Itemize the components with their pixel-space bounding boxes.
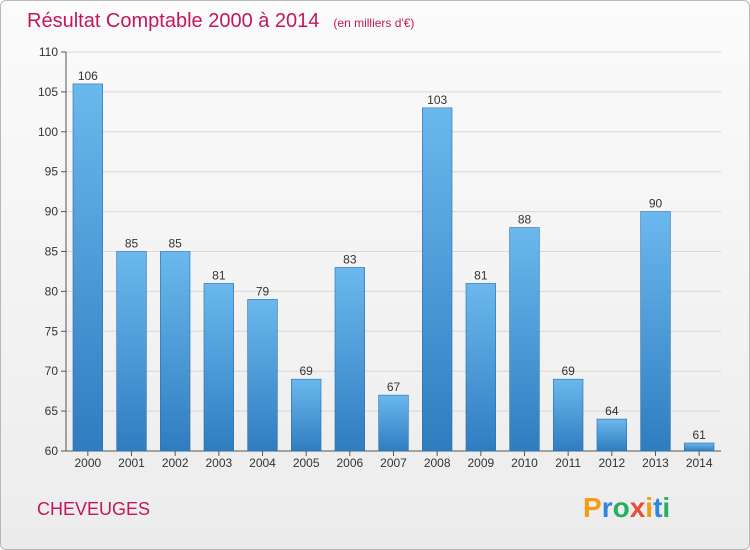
bar-2013 [640,211,671,452]
logo-letter: P [583,492,602,523]
bar-2006 [334,267,365,452]
proxiti-logo: Proxiti [583,492,670,523]
logo-letter: o [613,492,630,523]
data-labels: 106 85 85 81 79 69 83 67 103 81 88 69 64 90 61 [78,69,706,442]
y-tick-label: 75 [45,324,59,338]
data-label-2005: 69 [299,364,313,378]
axes: 60 65 70 75 80 85 90 95 100 105 110 2000 2001 2002 200… [38,45,721,470]
y-tick-label: 100 [38,125,58,139]
y-tick-label: 65 [45,404,59,418]
data-label-2009: 81 [474,268,488,282]
data-label-2011: 69 [561,364,575,378]
data-label-2006: 83 [343,252,357,266]
bar-2007 [378,394,409,452]
bar-2008 [422,107,453,452]
bar-2005 [291,378,322,452]
y-tick-label: 110 [39,45,58,59]
logo-letter: x [630,492,646,523]
data-label-2001: 85 [125,237,139,251]
y-tick-label: 80 [45,284,59,298]
y-tick-label: 105 [38,85,58,99]
x-tick-label-2009: 2009 [467,456,494,470]
logo-letter: t [653,492,662,523]
data-label-2002: 85 [168,237,182,251]
chart-title-unit: (en milliers d'€) [333,16,414,30]
bar-2000 [72,83,103,452]
data-label-2003: 81 [212,268,226,282]
x-tick-label-2012: 2012 [598,456,625,470]
x-tick-label-2014: 2014 [686,456,713,470]
bar-2004 [247,299,278,452]
bars [72,83,715,452]
x-tick-label-2007: 2007 [380,456,407,470]
data-label-2007: 67 [387,380,401,394]
y-tick-label: 70 [45,364,59,378]
data-label-2014: 61 [692,428,706,442]
data-label-2013: 90 [649,197,663,211]
y-tick-label: 90 [45,205,59,219]
x-tick-label-2010: 2010 [511,456,538,470]
x-tick-label-2003: 2003 [205,456,232,470]
x-tick-label-2000: 2000 [74,456,101,470]
x-tick-label-2008: 2008 [424,456,451,470]
bar-2002 [160,251,191,452]
data-label-2012: 64 [605,404,619,418]
bar-2003 [203,283,234,452]
data-label-2004: 79 [256,284,270,298]
y-tick-label: 95 [45,165,59,179]
y-tick-label: 85 [45,245,59,259]
bar-2010 [509,227,540,452]
x-tick-label-2002: 2002 [162,456,189,470]
bar-2012 [596,418,627,452]
bar-2014 [684,442,715,452]
x-tick-label-2011: 2011 [555,456,581,470]
commune-name: CHEVEUGES [37,499,150,519]
data-label-2008: 103 [427,93,447,107]
bar-2009 [465,283,496,452]
x-tick-label-2013: 2013 [642,456,669,470]
data-label-2000: 106 [78,69,98,83]
logo-letter: r [602,492,613,523]
y-tick-label: 60 [45,444,59,458]
data-label-2010: 88 [518,213,532,227]
chart-title-main: Résultat Comptable 2000 à 2014 [27,10,319,32]
logo-letter: i [662,492,670,523]
x-tick-label-2001: 2001 [118,456,145,470]
x-tick-label-2005: 2005 [293,456,320,470]
x-tick-label-2004: 2004 [249,456,276,470]
logo-letter: i [645,492,653,523]
bar-2001 [116,251,147,452]
bar-2011 [553,378,584,452]
x-tick-label-2006: 2006 [336,456,363,470]
chart-title: Résultat Comptable 2000 à 2014 (en milli… [27,10,414,32]
